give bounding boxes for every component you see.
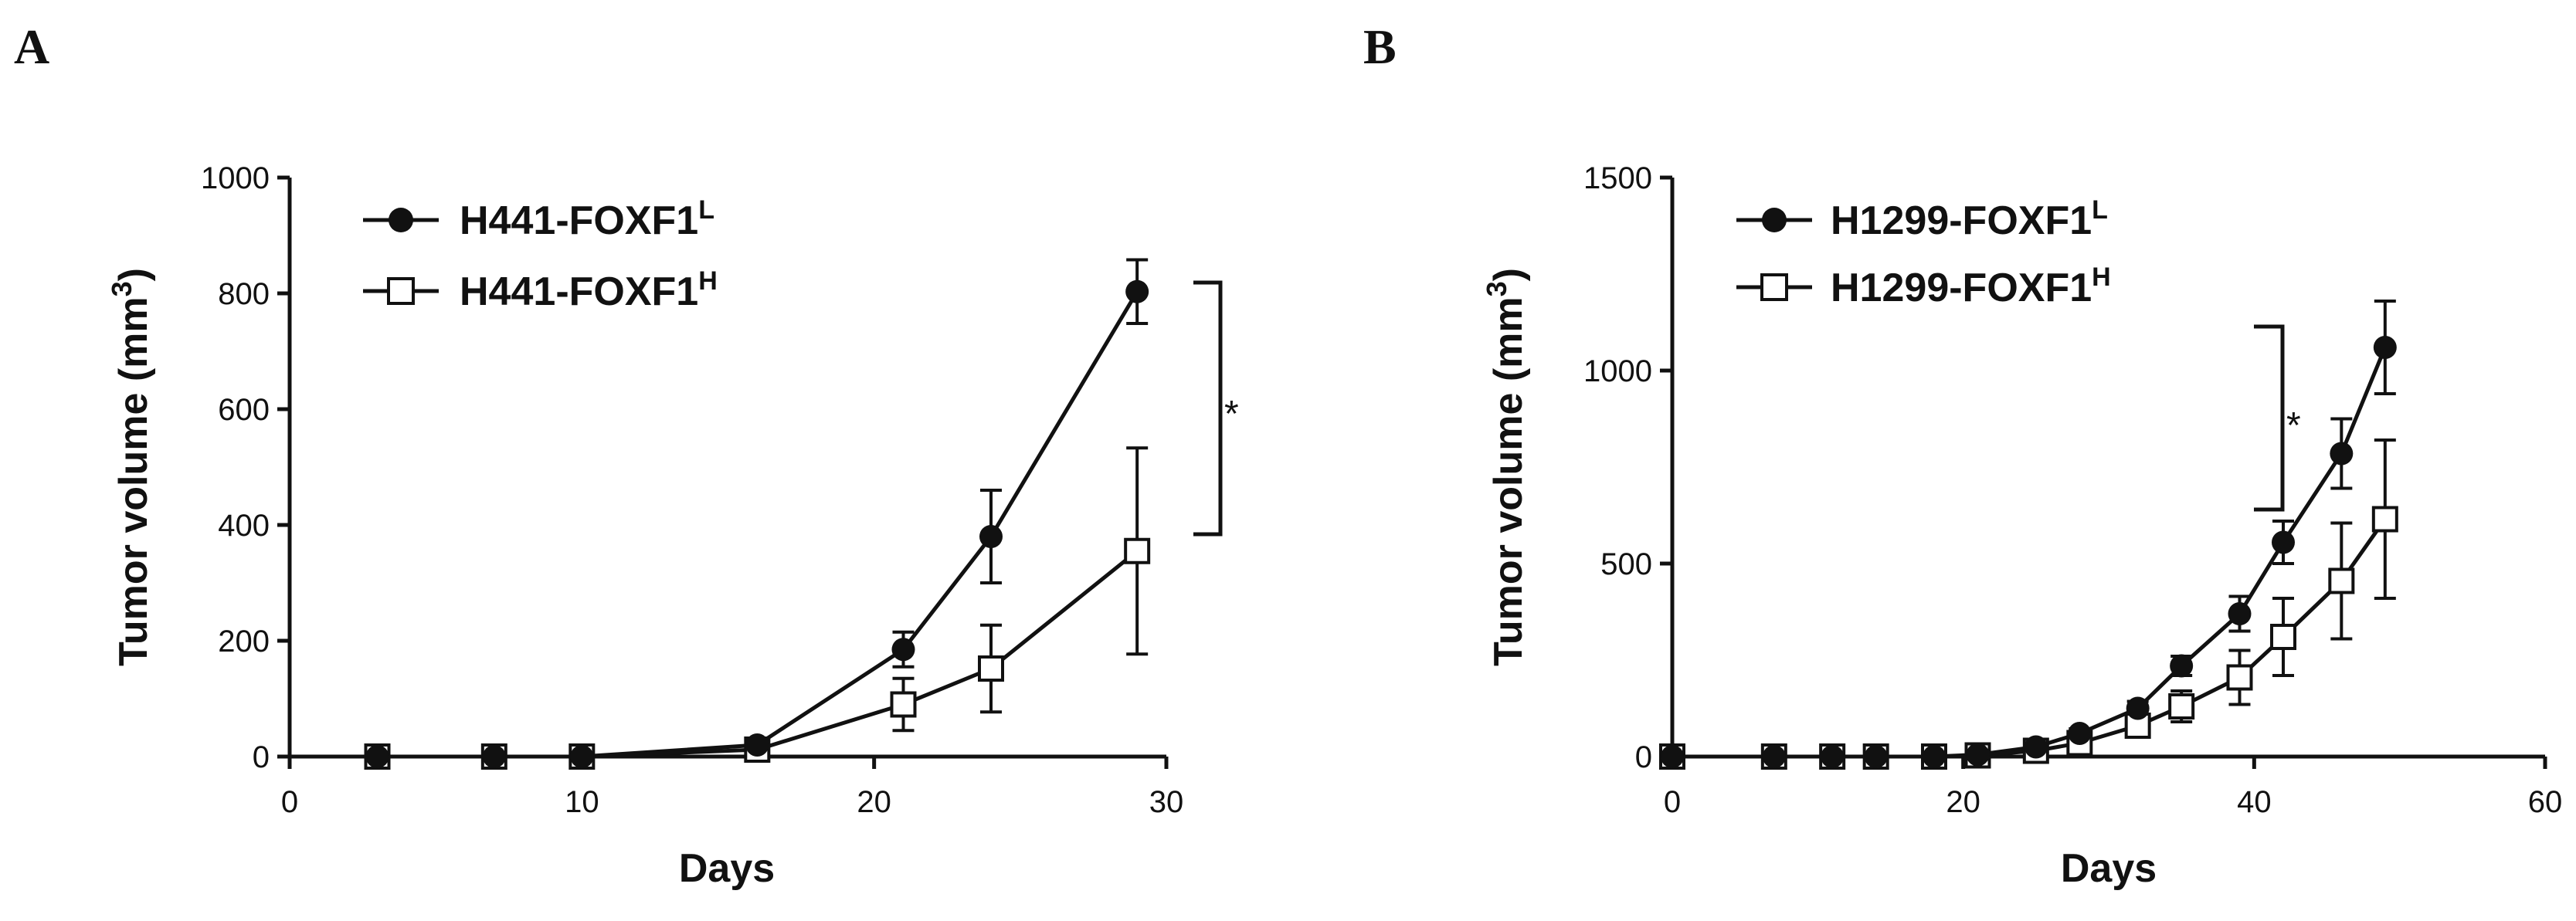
x-tick-label: 30 (1149, 785, 1184, 819)
legend-a: H441-FOXF1L H441-FOXF1H (363, 195, 718, 314)
panel-a: A 0 200 400 600 800 1000 0 10 20 30 H441-FOXF1L H… (14, 19, 1239, 891)
data-point-square (2226, 664, 2253, 691)
data-point-circle (2330, 442, 2354, 466)
y-axis-title-a: Tumor volume (mm3) (106, 268, 156, 666)
data-point-circle (1661, 745, 1684, 768)
y-axis-title-b: Tumor volume (mm3) (1481, 268, 1531, 666)
data-point-circle (1966, 743, 1990, 767)
significance-star-a: * (1224, 394, 1239, 435)
y-tick-label: 1000 (1583, 354, 1652, 388)
x-tick-label: 10 (565, 785, 599, 819)
axes-b: 0 500 1000 1500 0 20 40 60 (1583, 161, 2562, 819)
y-tick-label: 200 (218, 625, 270, 659)
data-point-circle (2068, 722, 2092, 745)
data-point-circle (2024, 735, 2048, 759)
data-point-circle (2373, 336, 2397, 359)
panel-label-a: A (14, 19, 49, 74)
x-tick-label: 0 (281, 785, 298, 819)
significance-star-b: * (2286, 405, 2301, 446)
y-tick-label: 0 (253, 740, 270, 774)
y-tick-label: 1500 (1583, 161, 1652, 195)
data-point-circle (570, 745, 594, 768)
x-tick-label: 60 (2528, 785, 2563, 819)
legend-label-series-1: H441-FOXF1L (460, 195, 714, 243)
data-point-circle (2228, 602, 2252, 625)
data-point-square (2270, 624, 2296, 650)
data-point-circle (745, 733, 769, 757)
legend-label-series-2: H1299-FOXF1H (1831, 262, 2111, 310)
legend-b: H1299-FOXF1L H1299-FOXF1H (1736, 195, 2111, 310)
marks-b (1659, 300, 2398, 770)
legend-marker-open-square (387, 277, 415, 305)
data-point-circle (1923, 745, 1946, 768)
panel-label-b: B (1363, 19, 1397, 74)
panel-b: B 0 500 1000 1500 0 20 40 60 H1299-FOXF1L H1299… (1363, 19, 2562, 891)
y-tick-label: 500 (1600, 547, 1652, 581)
significance-bracket-b (2254, 324, 2285, 512)
data-point-square (2168, 693, 2195, 720)
y-tick-label: 800 (218, 277, 270, 311)
data-point-circle (979, 525, 1003, 548)
x-axis-title-a: Days (679, 846, 775, 891)
data-point-circle (2126, 696, 2150, 720)
y-tick-label: 0 (1635, 740, 1652, 774)
axes-a: 0 200 400 600 800 1000 0 10 20 30 (201, 161, 1183, 819)
data-point-circle (365, 745, 389, 768)
x-tick-label: 20 (1946, 785, 1980, 819)
data-point-square (890, 691, 917, 718)
data-point-circle (1125, 279, 1149, 303)
data-point-circle (1821, 745, 1845, 768)
data-point-square (2371, 506, 2398, 533)
marks-a (364, 258, 1151, 770)
legend-marker-open-square (1760, 273, 1788, 301)
data-point-circle (2170, 654, 2194, 678)
data-point-square (1124, 537, 1151, 564)
x-tick-label: 0 (1664, 785, 1681, 819)
data-point-circle (1864, 745, 1888, 768)
data-point-circle (891, 638, 915, 662)
x-tick-label: 20 (857, 785, 891, 819)
legend-label-series-1: H1299-FOXF1L (1831, 195, 2108, 243)
y-tick-label: 600 (218, 393, 270, 427)
legend-marker-filled-circle (389, 208, 413, 232)
series-line-2 (377, 549, 1139, 759)
y-tick-label: 1000 (201, 161, 270, 195)
y-tick-label: 400 (218, 509, 270, 543)
data-point-circle (482, 745, 506, 768)
data-point-square (978, 655, 1004, 682)
data-point-square (2328, 567, 2355, 594)
series-line-1 (377, 290, 1139, 759)
data-point-circle (1762, 745, 1786, 768)
x-tick-label: 40 (2237, 785, 2272, 819)
significance-bracket-a (1193, 280, 1223, 537)
legend-label-series-2: H441-FOXF1H (460, 266, 718, 314)
x-axis-title-b: Days (2061, 846, 2157, 891)
data-point-circle (2272, 530, 2295, 554)
legend-marker-filled-circle (1762, 208, 1787, 232)
